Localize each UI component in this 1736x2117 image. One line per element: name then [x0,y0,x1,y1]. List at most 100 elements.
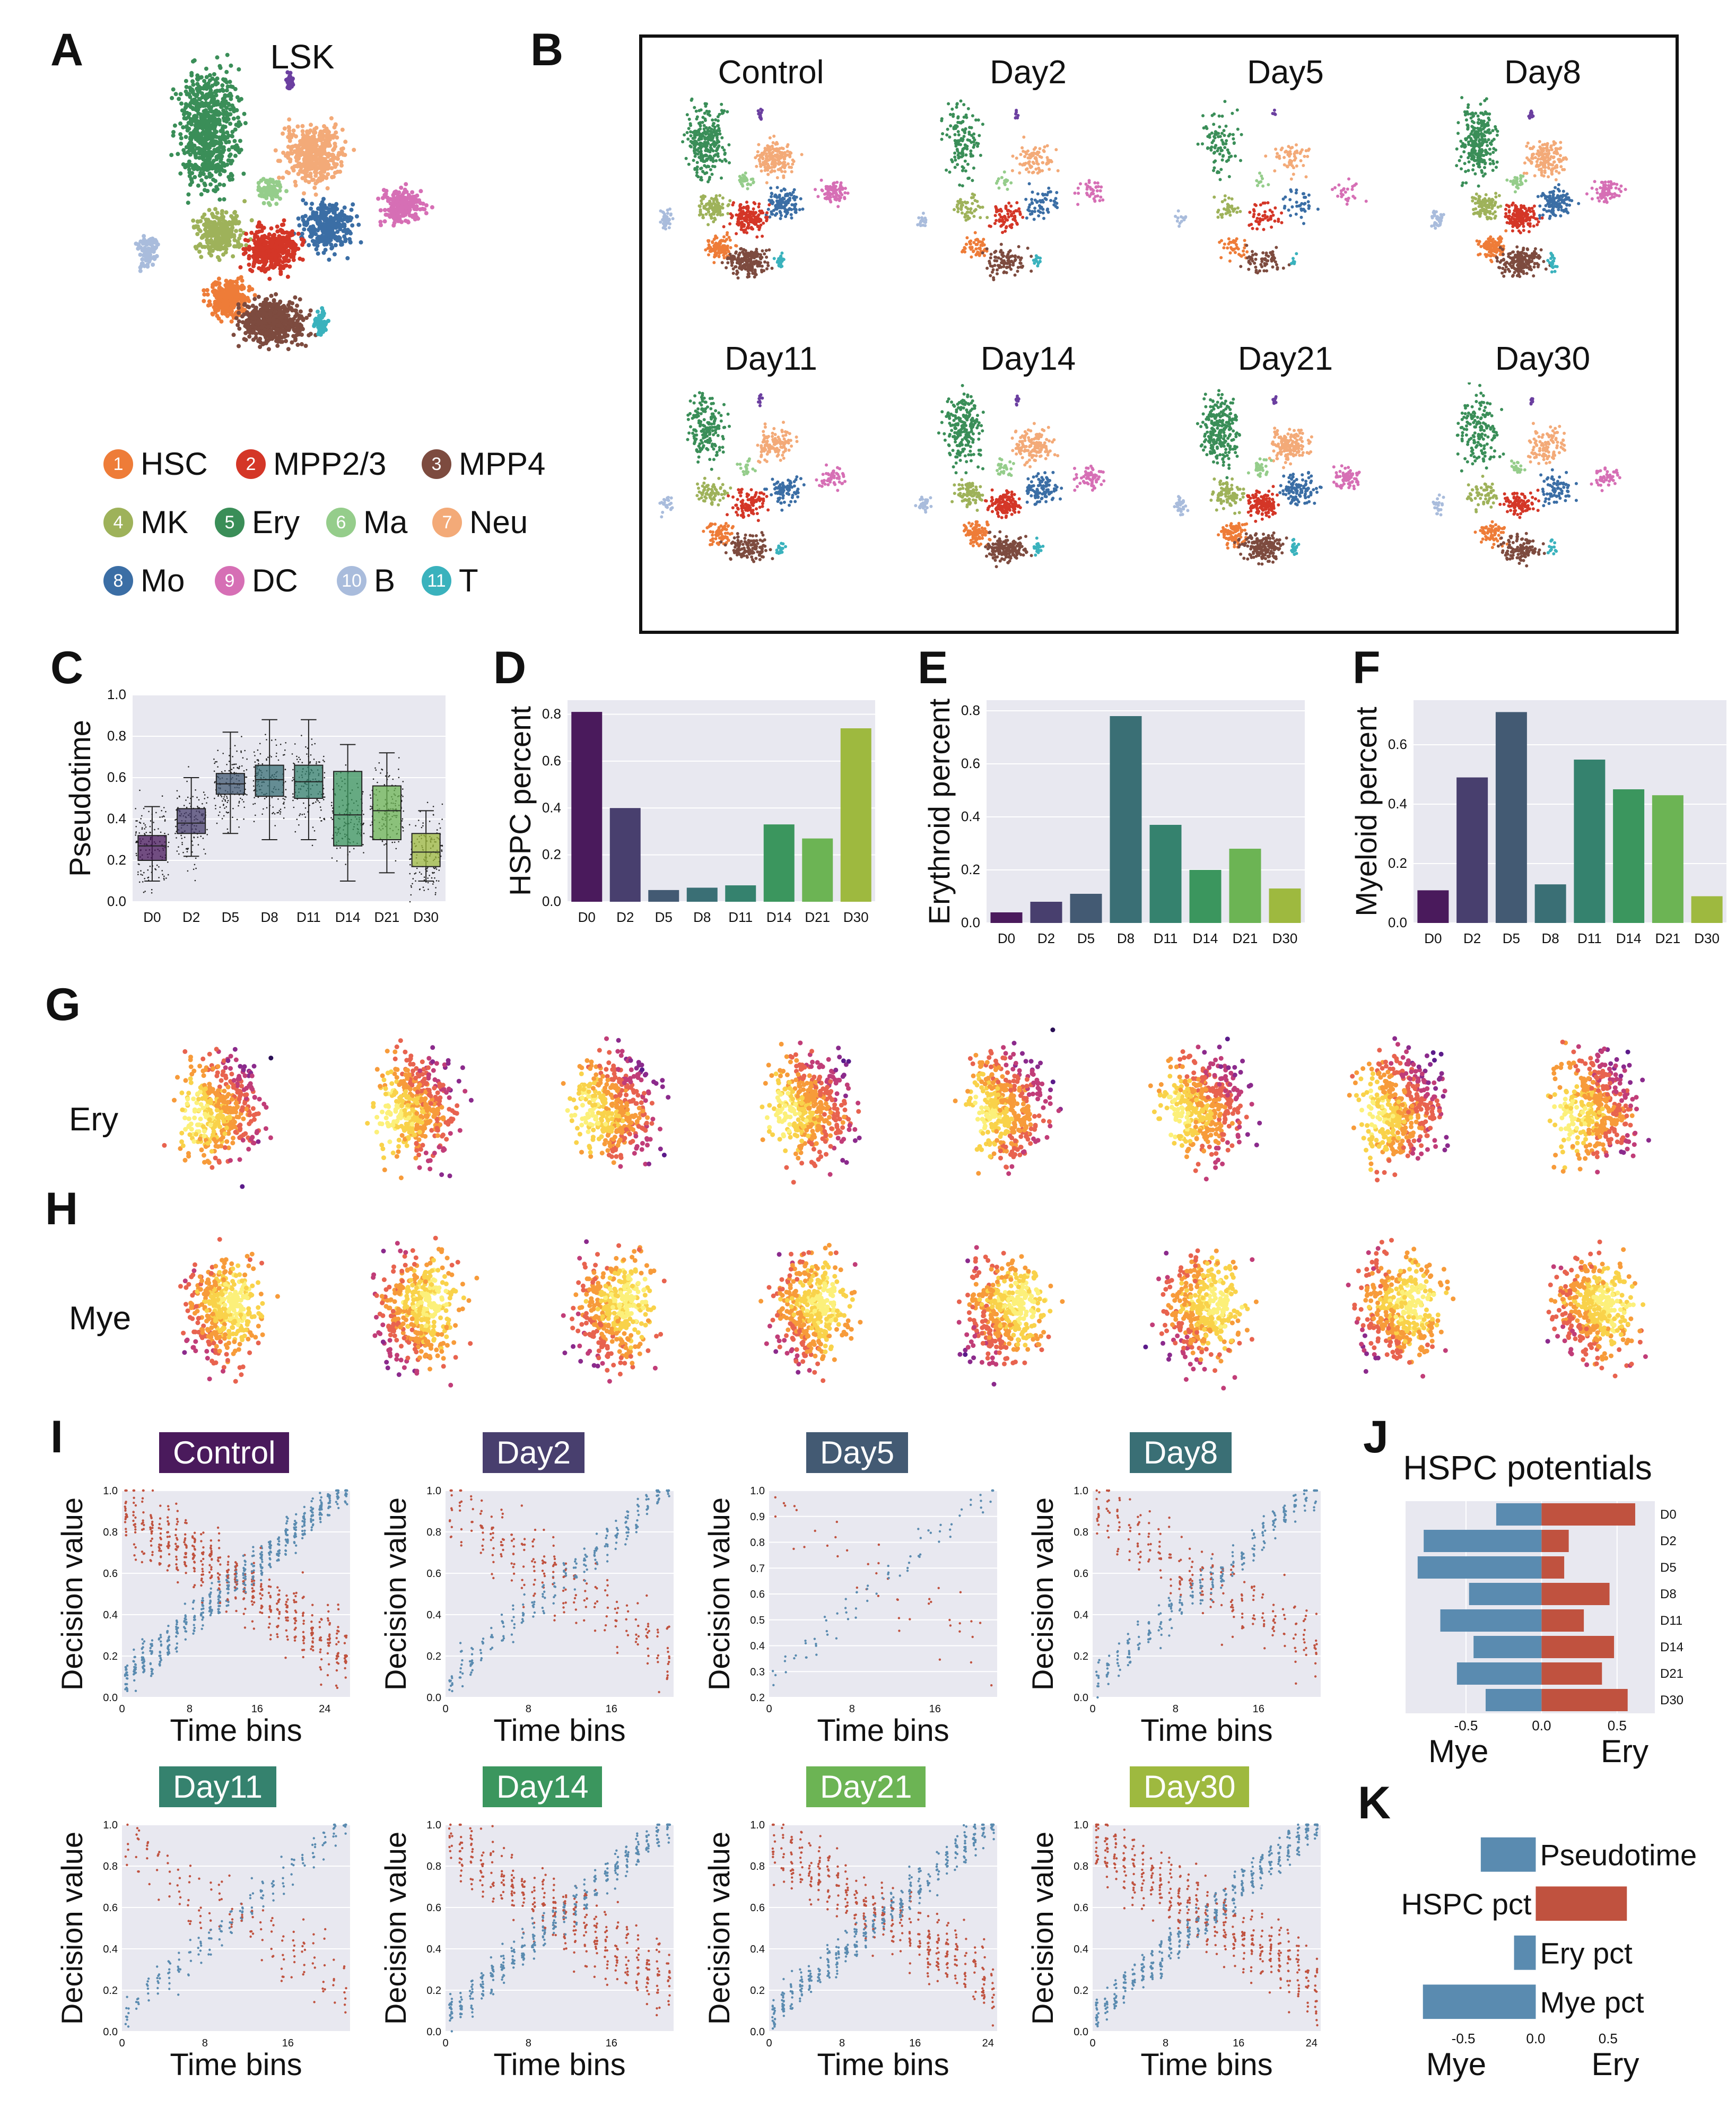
jitter-point [231,769,233,770]
jitter-point [213,770,215,772]
jitter-point [195,857,197,859]
x-tick: 0 [766,1703,772,1715]
jitter-point [204,798,206,799]
jitter-point [241,799,243,800]
y-tick: 0.4 [103,1609,118,1621]
jitter-point [409,858,411,860]
jitter-point [188,766,189,768]
jitter-point [163,807,165,808]
legend-badge: 9 [215,565,245,596]
y-tick: 0.0 [426,2026,441,2038]
jitter-point [423,890,425,891]
jitter-point [402,826,403,828]
jitter-point [156,864,158,866]
jitter-point [278,810,281,812]
jitter-point [176,818,177,821]
legend-badge: 4 [103,507,133,537]
bar-ery [1541,1636,1615,1658]
legend-item-mk: 4 MK [103,504,188,541]
chart-d-hspc: 0.0 0.2 0.4 0.6 0.8 HSPC percent D0 D2 D5 D8 D11 D1… [503,700,875,925]
panel-i-scatter: 0.0 0.2 0.4 0.6 0.8 1.0 0 8 16 24 Time bins Decisio… [1026,1819,1321,2082]
jitter-point [418,820,420,821]
legend-item-t: 11 T [422,562,478,599]
mye-embedding-7 [1545,1239,1648,1379]
cluster-b [659,207,675,231]
jitter-point [435,880,438,882]
x-axis-label: Time bins [170,2048,302,2082]
jitter-point [298,761,299,763]
y-tick: 0.2 [426,1985,441,1997]
panel-letter-H: H [45,1183,78,1235]
cluster-purple [1014,109,1020,120]
jitter-point [246,794,248,796]
cluster-dc [376,182,434,228]
jitter-point [243,806,246,808]
y-tick: 0.6 [107,769,126,785]
jitter-point [296,755,298,757]
jitter-point [422,822,424,824]
x-tick: -0.5 [1452,2031,1476,2046]
y-tick: 0.0 [1074,2026,1088,2038]
x-tick: 8 [187,1703,193,1715]
x-tick: 8 [839,2037,845,2049]
jitter-point [317,800,319,802]
cluster-hsc [704,231,738,264]
jitter-point [324,761,325,762]
jitter-point [363,852,364,853]
box-D2 [175,766,208,882]
cluster-mpp4 [1239,243,1291,275]
jitter-point [187,796,189,798]
box-D8 [252,719,287,840]
y-tick: 1.0 [750,1819,765,1831]
jitter-point [257,749,259,751]
y-tick: 0.8 [1074,1861,1088,1872]
legend-item-mo: 8 Mo [103,562,185,599]
jitter-point [137,871,139,873]
jitter-point [167,846,169,848]
panel-b-title: Day30 [1414,340,1671,378]
y-tick: 0.0 [750,2026,765,2038]
jitter-point [419,888,421,891]
jitter-point [192,796,194,797]
cluster-neu [1268,426,1313,469]
jitter-point [377,781,378,783]
jitter-point [293,762,294,764]
y-tick: 0.6 [1074,1902,1088,1914]
jitter-point [313,830,316,832]
x-tick: 0.5 [1608,1718,1627,1733]
jitter-point [385,775,387,777]
panel-h-mye-potential-row [178,1235,1648,1391]
jitter-point [427,882,429,884]
x-tick: 8 [526,2037,531,2049]
legend-label: DC [252,562,298,599]
jitter-point [282,754,284,756]
jitter-point [292,799,294,802]
cluster-mpp23 [988,201,1025,234]
jitter-point [196,796,198,798]
box-body [137,835,167,861]
jitter-point [331,805,333,806]
x-tick: 0.0 [1526,2031,1545,2046]
box-D11 [291,719,326,847]
x-tick: 16 [1233,2037,1244,2049]
jitter-point [228,812,230,813]
x-tick: D14 [766,909,792,925]
cluster-neu [1010,135,1060,175]
legend-badge: 11 [422,565,451,596]
jitter-point [284,769,286,770]
panel-i-title: Day30 [1130,1766,1250,1807]
panel-b-grid: Control Day2 Day5 Day8 Day11 Day14 Day21 Day30 [642,38,1676,631]
jitter-point [175,832,176,834]
jitter-point [241,765,243,767]
y-axis-label: Decision value [702,1832,736,2025]
jitter-point [253,821,255,822]
panel-b-scatter [914,384,1106,569]
row-d11 [1440,1609,1584,1632]
y-tick: 0.4 [542,799,561,815]
bar-D11 [725,885,756,902]
bar-D5 [1495,712,1527,923]
jitter-point [150,832,152,833]
panel-i-title: Control [159,1432,290,1473]
jitter-point [271,797,273,798]
legend-badge: 5 [215,507,245,537]
